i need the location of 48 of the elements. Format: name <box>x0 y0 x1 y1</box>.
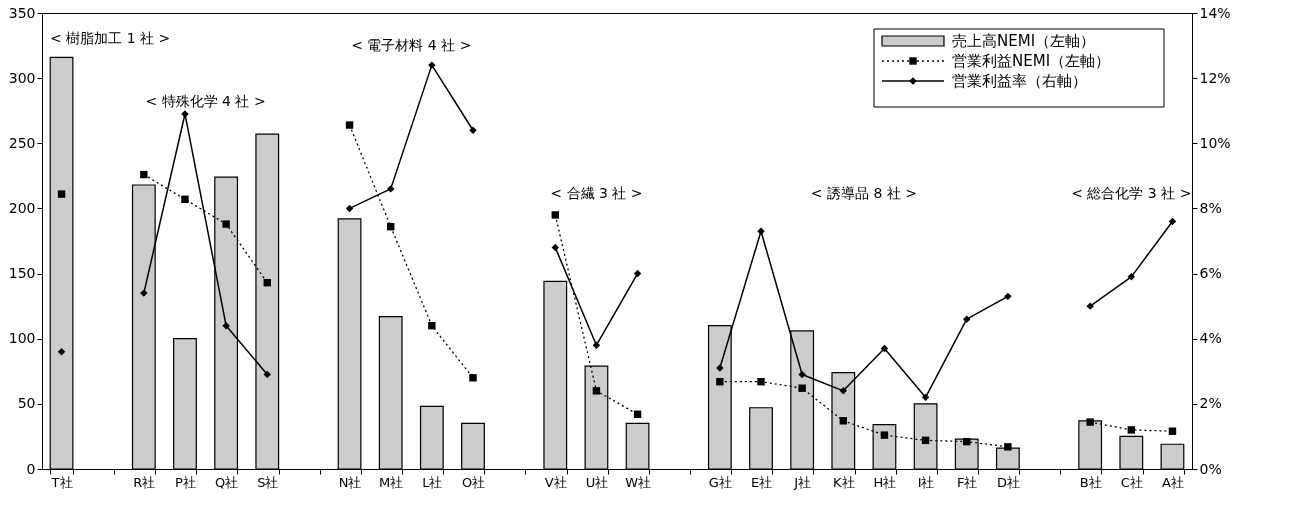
x-tick-label: E社 <box>750 474 773 490</box>
y2-tick-label: 14% <box>1199 4 1231 21</box>
annotation: < 樹脂加工 1 社 > <box>50 30 171 46</box>
y-tick-label: 150 <box>8 265 36 282</box>
y2-tick-label: 4% <box>1199 330 1222 347</box>
x-tick-label: K社 <box>833 474 855 490</box>
annotation: < 誘導品 8 社 > <box>810 185 917 201</box>
x-tick-label: O社 <box>461 474 486 490</box>
y2-tick-label: 12% <box>1199 69 1231 86</box>
x-tick-label: D社 <box>996 474 1020 490</box>
annotation: < 電子材料 4 社 > <box>351 37 472 53</box>
x-tick-label: R社 <box>133 474 156 490</box>
y-tick-label: 0 <box>26 460 36 477</box>
x-tick-label: H社 <box>873 474 897 490</box>
x-tick-label: A社 <box>1162 474 1184 490</box>
x-tick-label: L社 <box>422 474 443 490</box>
y-tick-label: 100 <box>8 330 36 347</box>
y2-tick-label: 6% <box>1199 265 1222 282</box>
x-tick-label: J社 <box>793 474 812 490</box>
legend-label: 売上高NEMI（左軸） <box>952 32 1096 50</box>
x-tick-label: Q社 <box>215 474 239 490</box>
x-tick-label: U社 <box>585 474 609 490</box>
annotation: < 総合化学 3 社 > <box>1071 185 1192 201</box>
y2-tick-label: 2% <box>1199 395 1222 412</box>
annotation: < 合繊 3 社 > <box>550 185 643 201</box>
legend-label: 営業利益率（右軸） <box>952 72 1087 90</box>
x-tick-label: G社 <box>708 474 732 490</box>
x-tick-label: T社 <box>50 474 73 490</box>
y-tick-label: 300 <box>8 69 36 86</box>
x-tick-label: W社 <box>625 474 651 490</box>
annotation: < 特殊化学 4 社 > <box>145 93 266 109</box>
y2-tick-label: 8% <box>1199 199 1222 216</box>
y-tick-label: 350 <box>8 4 36 21</box>
x-tick-label: C社 <box>1120 474 1143 490</box>
y2-tick-label: 0% <box>1199 460 1222 477</box>
legend-label: 営業利益NEMI（左軸） <box>952 52 1111 70</box>
x-tick-label: N社 <box>338 474 362 490</box>
x-tick-label: V社 <box>544 474 567 490</box>
y-tick-label: 50 <box>17 395 36 412</box>
x-tick-label: F社 <box>956 474 978 490</box>
x-tick-label: B社 <box>1079 474 1102 490</box>
x-tick-label: P社 <box>175 474 196 490</box>
y2-tick-label: 10% <box>1199 134 1231 151</box>
y-tick-label: 200 <box>8 199 36 216</box>
x-tick-label: M社 <box>379 474 404 490</box>
x-tick-label: I社 <box>917 474 935 490</box>
x-tick-label: S社 <box>257 474 279 490</box>
y-tick-label: 250 <box>8 134 36 151</box>
